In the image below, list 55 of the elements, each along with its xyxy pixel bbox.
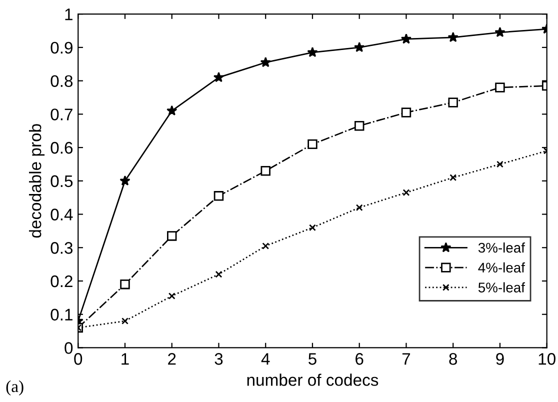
x-tick-label: 5 bbox=[308, 353, 316, 365]
point bbox=[262, 242, 270, 250]
x-tick-label: 9 bbox=[496, 353, 504, 365]
point bbox=[308, 139, 318, 150]
point bbox=[402, 189, 410, 196]
y-tick-label: 0.4 bbox=[50, 208, 73, 220]
point bbox=[450, 174, 457, 182]
point bbox=[167, 231, 177, 241]
legend-label: 3%-leaf bbox=[478, 242, 525, 253]
x-tick-label: 1 bbox=[122, 353, 129, 365]
y-tick-label: 0.8 bbox=[50, 75, 73, 88]
x-tick-label: 2 bbox=[168, 353, 176, 365]
x-tick-label: 7 bbox=[402, 353, 410, 365]
x-tick-label: 4 bbox=[261, 353, 270, 365]
point bbox=[401, 108, 412, 118]
point bbox=[168, 292, 176, 300]
x-tick-label: 3 bbox=[214, 353, 223, 365]
point bbox=[494, 26, 506, 38]
point bbox=[214, 191, 224, 201]
point bbox=[448, 32, 458, 42]
y-tick-label: 0.5 bbox=[50, 175, 73, 188]
point bbox=[354, 120, 364, 131]
point bbox=[260, 166, 270, 176]
point bbox=[120, 279, 130, 290]
y-axis-title: decodable prob bbox=[29, 124, 45, 238]
legend-label: 4%-leaf bbox=[478, 262, 525, 273]
point bbox=[309, 224, 316, 232]
point bbox=[448, 98, 458, 108]
point bbox=[213, 72, 224, 82]
y-tick-label: 0.7 bbox=[50, 108, 72, 120]
y-tick-label: 0.3 bbox=[50, 242, 73, 254]
point bbox=[495, 82, 505, 92]
x-axis-title: number of codecs bbox=[247, 374, 378, 386]
x-tick-label: 6 bbox=[356, 353, 364, 365]
point bbox=[122, 318, 128, 325]
x-tick-label: 0 bbox=[74, 353, 82, 365]
x-tick-label: 8 bbox=[449, 353, 458, 365]
x-tick-label: 10 bbox=[538, 353, 556, 365]
legend-label: 5%-leaf bbox=[478, 282, 525, 292]
point bbox=[496, 160, 504, 168]
y-tick-label: 0.6 bbox=[50, 142, 73, 154]
point bbox=[354, 42, 365, 52]
y-tick-label: 1 bbox=[65, 8, 72, 20]
point bbox=[400, 34, 412, 44]
point bbox=[215, 270, 222, 278]
y-tick-label: 0.2 bbox=[50, 275, 72, 288]
point bbox=[260, 56, 271, 68]
point bbox=[356, 204, 363, 212]
point bbox=[166, 105, 178, 116]
y-tick-label: 0 bbox=[64, 342, 73, 354]
point bbox=[307, 46, 318, 58]
point bbox=[120, 175, 130, 186]
text: (a) bbox=[6, 380, 24, 396]
y-tick-label: 0.1 bbox=[50, 308, 72, 321]
y-tick-label: 0.9 bbox=[50, 42, 72, 54]
